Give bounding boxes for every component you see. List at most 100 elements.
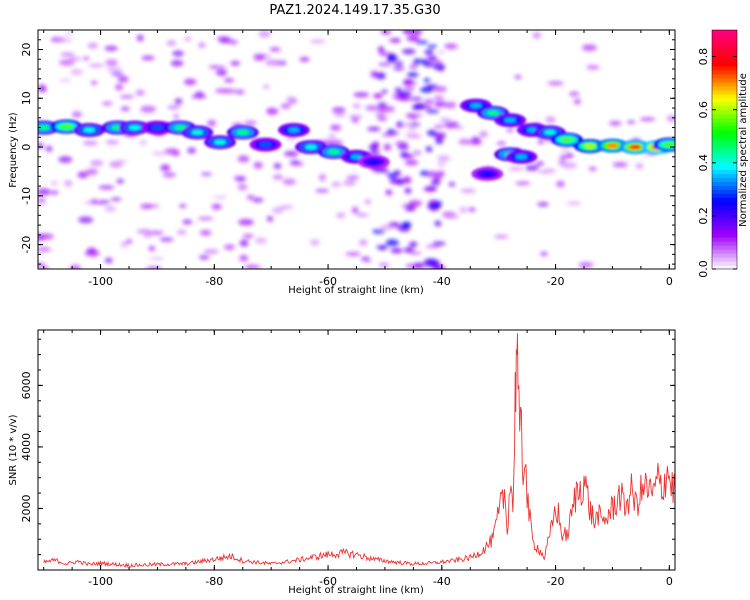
colorbar-cell [712,77,737,83]
spectrogram-cell [424,49,434,55]
spectrogram-cell [626,120,636,124]
colorbar-tick-label: 0.2 [697,207,710,225]
spectrogram-cell [150,256,164,261]
spectrogram-cell [197,216,214,221]
spectrogram-cell [402,30,415,35]
spectrogram-cell [90,160,104,167]
spectrogram-cell [265,59,281,66]
spectrogram-peak [469,103,482,109]
spectrogram-peak [629,144,642,150]
spectrogram-cell [381,89,388,94]
colorbar-cell [712,257,737,262]
colorbar-cell [712,181,737,186]
spectrogram-peak [583,143,596,149]
colorbar-tick-label: 0.0 [697,260,710,278]
spectrogram-cell [330,124,342,131]
colorbar-cell [712,65,737,71]
spectrogram-cell [433,96,445,100]
spectrogram-cell [538,170,549,174]
spectrogram-cell [120,241,128,248]
spectrogram-cell [569,91,580,96]
spectrogram-cell [98,185,115,190]
colorbar-cell [712,173,737,178]
colorbar-cell [712,125,737,131]
colorbar-cell [712,265,737,270]
spectrogram-cell [246,194,255,200]
spectrogram-cell [666,115,675,122]
spectrogram-cell [508,166,524,171]
spectrogram-cell [159,237,174,242]
spectrogram-cell [401,153,415,159]
spectrogram-cell [191,94,207,99]
spectrogram-cell [385,189,393,196]
spectrogram-cell [84,250,100,257]
spectrogram-cell [423,99,434,105]
spectrogram-y-tick-label: 20 [20,43,33,57]
colorbar-tick-label: 0.8 [697,48,710,66]
spectrogram-cell [115,84,124,91]
spectrogram-peak [191,129,204,135]
spectrogram-cell [467,207,476,212]
spectrogram-cell [419,59,428,64]
snr-x-tick-label: -20 [547,575,565,588]
spectrogram-peak [83,127,96,133]
spectrogram-cell [95,200,111,205]
colorbar-cell [712,189,737,194]
spectrogram-cell [287,99,298,105]
spectrogram-cell [437,170,445,175]
spectrogram-cell [387,173,398,179]
colorbar-cell [712,217,737,222]
spectrogram-cell [38,188,51,196]
colorbar-cell [712,69,737,75]
spectrogram-cell [110,197,122,202]
colorbar-cell [712,33,737,39]
spectrogram-cell [402,48,416,55]
spectrogram-cell [537,202,549,207]
spectrogram-peak [487,110,499,116]
snr-x-tick-label: -80 [205,575,223,588]
colorbar-cell [712,177,737,182]
spectrogram-cell [38,234,46,241]
spectrogram-cell [279,205,294,210]
colorbar-label: Normalized spectral amplitude [738,73,749,227]
spectrogram-cell [187,147,196,154]
spectrogram-cell [404,159,419,166]
spectrogram-cell [425,109,440,114]
spectrogram-peak [543,129,556,135]
spectrogram-peak [663,142,675,148]
spectrogram-cell [405,132,420,138]
spectrogram-cell [90,81,98,85]
spectrogram-cell [387,56,395,63]
colorbar-cell [712,221,737,226]
spectrogram-y-tick-label: -20 [20,236,33,254]
spectrogram-cell [407,72,419,78]
colorbar-cell [712,205,737,210]
spectrogram-cell [176,229,187,235]
colorbar-cell [712,137,737,143]
spectrogram-cell [113,159,128,164]
spectrogram-cell [85,168,98,176]
spectrogram-cell [494,234,509,239]
spectrogram-cell [427,203,441,210]
colorbar-cell [712,237,737,242]
snr-x-tick-label: -40 [433,575,451,588]
spectrogram-cell [411,97,423,101]
spectrogram-cell [401,221,412,228]
spectrogram-cell [415,40,428,44]
spectrogram-cell [393,66,405,71]
spectrogram-peak [350,154,363,160]
spectrogram-cell [213,195,228,199]
spectrogram-peak [327,149,340,155]
spectrogram-peak [60,124,73,130]
colorbar-cell [712,225,737,230]
spectrogram-cell [547,81,564,86]
spectrogram-cell [514,75,522,79]
colorbar-cell [712,153,737,159]
colorbar-cell [712,53,737,59]
spectrogram-cell [377,117,388,121]
spectrogram-cell [318,174,326,181]
spectrogram-cell [365,105,379,111]
spectrogram-cell [353,92,370,98]
